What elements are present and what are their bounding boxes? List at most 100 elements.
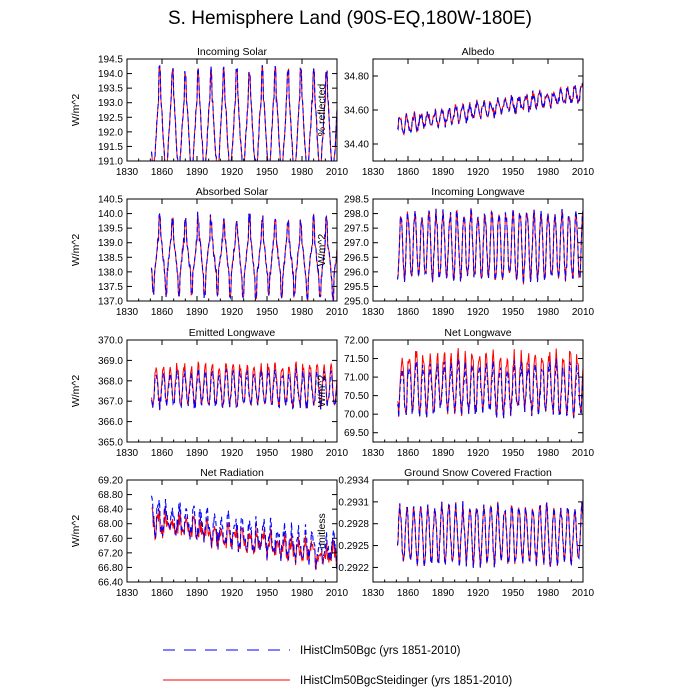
y-tick-label: 365.0 (98, 438, 123, 449)
x-tick-label: 1860 (151, 167, 174, 178)
panel-title: Absorbed Solar (196, 186, 269, 198)
y-tick-label: 191.5 (98, 142, 123, 153)
legend-label-1: IHistClm50Bgc (yrs 1851-2010) (300, 645, 461, 657)
x-tick-label: 1890 (186, 167, 209, 178)
x-tick-label: 1830 (116, 167, 139, 178)
x-tick-label: 1980 (537, 307, 560, 318)
y-tick-label: 295.0 (344, 297, 369, 308)
x-tick-label: 1920 (467, 448, 490, 459)
x-tick-label: 1950 (256, 167, 279, 178)
x-tick-label: 2010 (326, 307, 349, 318)
x-tick-label: 1920 (221, 307, 244, 318)
x-tick-label: 1830 (116, 307, 139, 318)
y-tick-label: 68.40 (98, 505, 123, 516)
y-tick-label: 366.0 (98, 417, 123, 428)
series-group (397, 82, 583, 136)
series-group (150, 211, 337, 301)
x-tick-label: 1890 (432, 307, 455, 318)
x-tick-label: 1950 (502, 167, 525, 178)
y-tick-label: 70.50 (344, 391, 369, 402)
y-tick-label: 72.00 (344, 336, 369, 347)
x-tick-label: 1860 (397, 448, 420, 459)
series-group (396, 501, 583, 569)
y-tick-label: 140.5 (98, 195, 123, 206)
y-tick-label: 193.5 (98, 84, 123, 95)
x-tick-label: 1950 (502, 588, 525, 599)
plot-frame (372, 58, 584, 162)
y-tick-label: 137.0 (98, 297, 123, 308)
panel-title: Incoming Solar (197, 46, 268, 58)
y-tick-label: 295.5 (344, 282, 369, 293)
chart-panel: Emitted Longwave 1830 1860 1890 1920 1950 1980… (70, 327, 349, 459)
plot-frame (372, 198, 584, 302)
x-tick-label: 1980 (291, 448, 314, 459)
chart-panel: Net Longwave 1830 1860 1890 1920 1950 1980 2010… (316, 327, 595, 459)
legend: IHistClm50Bgc (yrs 1851-2010) IHistClm50B… (163, 645, 512, 687)
x-tick-label: 1860 (397, 588, 420, 599)
y-tick-label: 193.0 (98, 98, 123, 109)
y-tick-label: 297.0 (344, 238, 369, 249)
x-tick-label: 1860 (151, 588, 174, 599)
x-tick-label: 2010 (326, 448, 349, 459)
x-tick-label: 1890 (432, 167, 455, 178)
y-tick-label: 34.60 (344, 106, 369, 117)
y-tick-label: 298.0 (344, 209, 369, 220)
y-tick-label: 71.50 (344, 354, 369, 365)
x-tick-label: 2010 (326, 167, 349, 178)
x-tick-label: 1860 (151, 307, 174, 318)
y-tick-label: 67.60 (98, 534, 123, 545)
series-line-bgc (150, 211, 337, 301)
chart-panel: Incoming Longwave 1830 1860 1890 1920 1950 198… (316, 186, 595, 318)
x-tick-label: 1860 (397, 167, 420, 178)
y-tick-label: 68.00 (98, 519, 123, 530)
y-tick-label: 0.2928 (338, 519, 369, 530)
x-tick-label: 1920 (467, 588, 490, 599)
series-line-bgc (396, 358, 583, 418)
chart-panel: Absorbed Solar 1830 1860 1890 1920 1950 1980 20… (70, 186, 349, 318)
x-tick-label: 1890 (186, 307, 209, 318)
x-tick-label: 1920 (221, 167, 244, 178)
y-tick-label: 69.50 (344, 428, 369, 439)
y-tick-label: 297.5 (344, 224, 369, 235)
series-group (150, 64, 337, 161)
y-tick-label: 70.00 (344, 410, 369, 421)
x-tick-label: 1980 (537, 588, 560, 599)
x-tick-label: 1920 (467, 307, 490, 318)
y-tick-label: 69.20 (98, 476, 123, 487)
y-tick-label: 298.5 (344, 195, 369, 206)
y-axis-label: W/m^2 (70, 94, 82, 127)
series-line-bgc (396, 207, 583, 284)
y-tick-label: 67.20 (98, 548, 123, 559)
x-tick-label: 1950 (256, 588, 279, 599)
y-axis-label: W/m^2 (316, 375, 328, 408)
series-group (150, 495, 337, 571)
x-tick-label: 1890 (432, 588, 455, 599)
y-axis-label: W/m^2 (316, 234, 328, 267)
x-tick-label: 1860 (151, 448, 174, 459)
x-tick-label: 1920 (467, 167, 490, 178)
y-tick-label: 192.0 (98, 127, 123, 138)
series-line-steidinger (151, 212, 337, 301)
series-line-bgc (150, 495, 337, 571)
series-group (396, 347, 583, 419)
y-tick-label: 71.00 (344, 373, 369, 384)
x-tick-label: 1830 (116, 448, 139, 459)
x-tick-label: 1950 (502, 448, 525, 459)
series-line-steidinger (151, 507, 337, 571)
x-tick-label: 1860 (397, 307, 420, 318)
x-tick-label: 2010 (572, 448, 595, 459)
series-line-steidinger (397, 82, 583, 136)
y-tick-label: 140.0 (98, 209, 123, 220)
y-tick-label: 34.40 (344, 140, 369, 151)
y-axis-label: % reflected (316, 84, 328, 137)
y-tick-label: 194.0 (98, 69, 123, 80)
y-tick-label: 139.0 (98, 238, 123, 249)
y-tick-label: 139.5 (98, 224, 123, 235)
series-line-bgc (397, 83, 583, 136)
series-line-steidinger (397, 501, 583, 568)
y-tick-label: 192.5 (98, 113, 123, 124)
y-tick-label: 367.0 (98, 397, 123, 408)
y-tick-label: 138.0 (98, 267, 123, 278)
y-tick-label: 138.5 (98, 253, 123, 264)
chart-panel: Net Radiation 1830 1860 1890 1920 1950 1980 201… (70, 467, 349, 599)
